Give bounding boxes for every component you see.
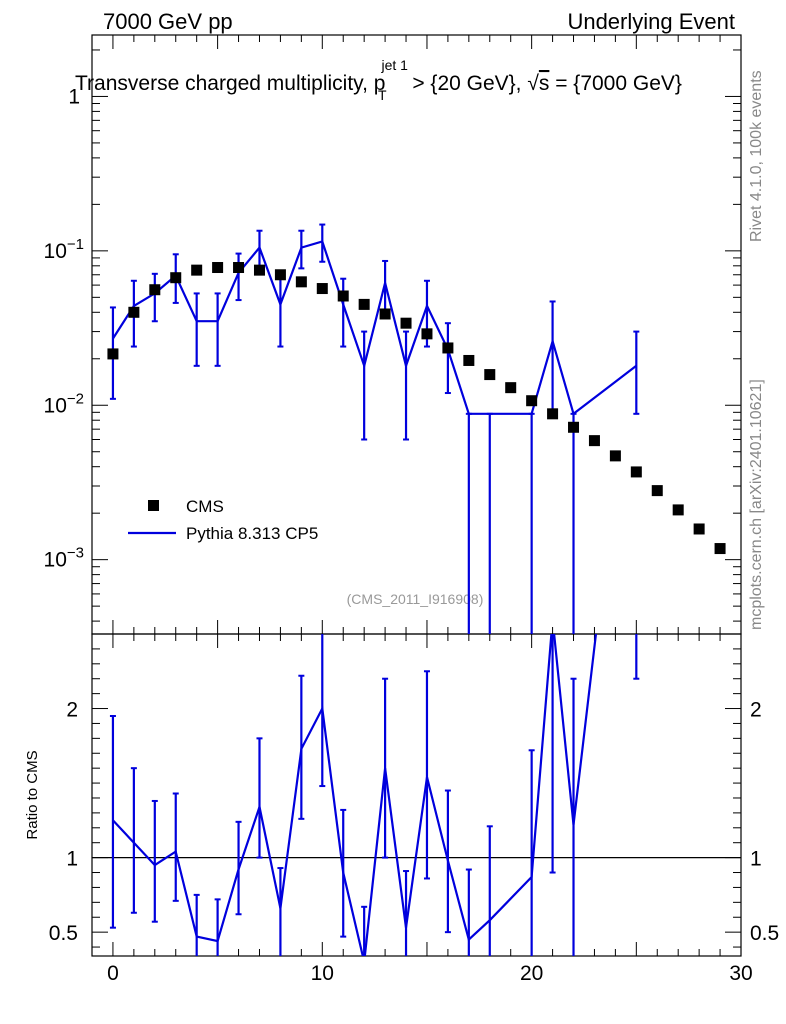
ratio-y-tick-label-left: 2	[66, 699, 78, 722]
title-p: p	[374, 72, 386, 95]
x-tick-label: 20	[520, 962, 543, 985]
cms-data-point	[233, 262, 245, 274]
cms-data-point	[107, 348, 119, 360]
y-tick-label: 10−2	[44, 390, 84, 417]
cms-data-point	[274, 269, 286, 281]
title-p-superscript: jet 1	[380, 57, 408, 73]
main-data-layer	[107, 223, 726, 634]
cms-data-point	[316, 283, 328, 295]
cms-data-point	[128, 306, 140, 318]
cms-data-point	[672, 504, 684, 516]
cms-data-point	[463, 354, 475, 366]
title-s: s	[539, 72, 550, 95]
ratio-axes: 0 10 20 30 0.5 0.5 1 1 2 2	[49, 620, 779, 985]
legend-cms-label: CMS	[186, 497, 224, 516]
title-prefix: Transverse charged multiplicity,	[75, 72, 374, 95]
ratio-y-tick-label-left: 0.5	[49, 922, 78, 945]
ratio-y-tick-label-right: 1	[750, 848, 762, 871]
x-tick-label: 30	[729, 962, 752, 985]
ratio-ylabel: Ratio to CMS	[24, 750, 41, 839]
cms-data-point	[149, 284, 161, 296]
ratio-curve	[112, 634, 598, 956]
ratio-y-tick-label-left: 1	[66, 848, 78, 871]
ratio-data-layer	[109, 634, 640, 956]
cms-data-point	[651, 485, 663, 497]
analysis-watermark: (CMS_2011_I916908)	[347, 591, 484, 607]
cms-data-point	[253, 264, 265, 276]
ratio-y-tick-label-right: 0.5	[750, 922, 779, 945]
cms-data-point	[400, 317, 412, 329]
title-sqrt: √	[527, 72, 539, 95]
cms-data-point	[547, 408, 559, 420]
y-tick-label: 10−3	[44, 545, 84, 572]
title-middle: > {20 GeV},	[407, 72, 528, 95]
cms-data-point	[191, 264, 203, 276]
main-axes: 1 10−1 10−2 10−3	[44, 35, 742, 622]
y-tick-label: 10−1	[44, 236, 84, 263]
cms-data-point	[442, 342, 454, 354]
header-analysis-type: Underlying Event	[567, 9, 735, 34]
cms-data-point	[568, 421, 580, 433]
title-suffix: = {7000 GeV}	[549, 72, 682, 95]
cms-data-point	[609, 450, 621, 462]
cms-data-point	[421, 328, 433, 340]
x-tick-label: 10	[311, 962, 334, 985]
cms-data-point	[170, 272, 182, 284]
cms-data-point	[295, 276, 307, 288]
ratio-panel-frame	[91, 633, 742, 957]
plot-title: Transverse charged multiplicity, pjet 1 T…	[75, 57, 682, 103]
cms-data-point	[714, 543, 726, 555]
cms-data-point	[379, 308, 391, 320]
ratio-y-tick-label-right: 2	[750, 699, 762, 722]
cms-data-point	[505, 382, 517, 394]
cms-data-point	[484, 369, 496, 381]
legend-cms-marker	[148, 500, 159, 511]
x-tick-label: 0	[107, 962, 119, 985]
cms-data-point	[588, 435, 600, 447]
mcplots-label: mcplots.cern.ch [arXiv:2401.10621]	[748, 379, 765, 630]
cms-data-point	[526, 395, 538, 407]
header-energy: 7000 GeV pp	[103, 9, 233, 34]
y-tick-label: 1	[68, 85, 80, 108]
cms-data-point	[212, 262, 224, 274]
cms-data-point	[630, 466, 642, 478]
rivet-version-label: Rivet 4.1.0, 100k events	[748, 70, 765, 242]
cms-data-point	[358, 298, 370, 310]
cms-data-point	[693, 523, 705, 535]
cms-data-point	[337, 290, 349, 302]
title-p-subscript: T	[378, 87, 387, 103]
legend-pythia-label: Pythia 8.313 CP5	[186, 524, 318, 543]
